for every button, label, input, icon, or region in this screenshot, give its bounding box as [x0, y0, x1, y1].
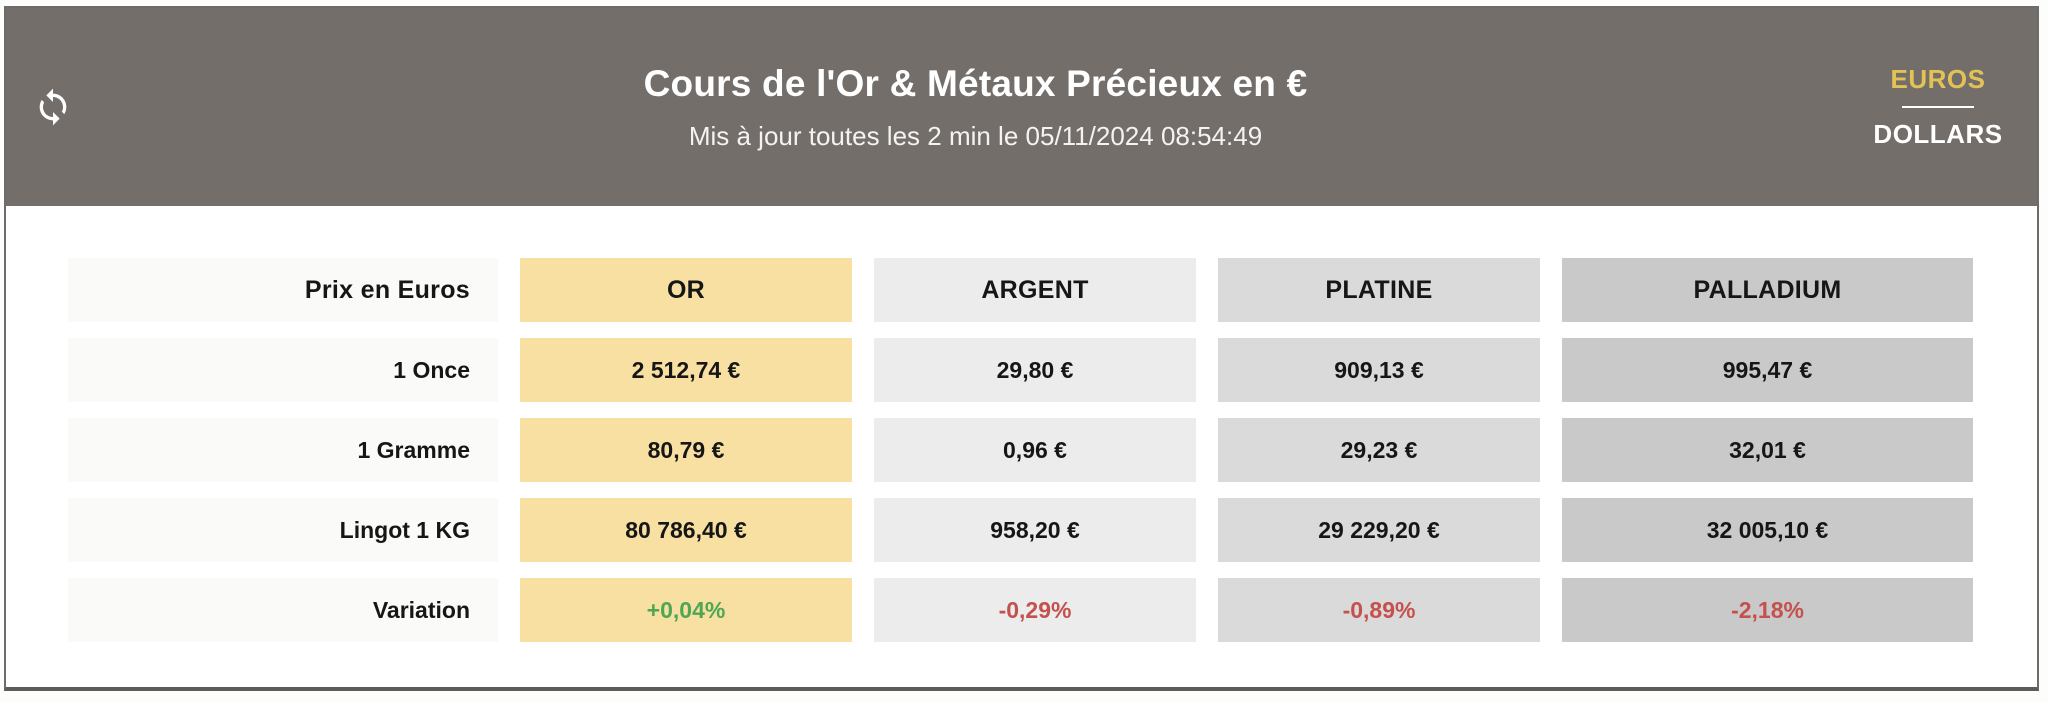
cell-palladium-gramme: 32,01 €	[1562, 418, 1973, 482]
cell-or-once: 2 512,74 €	[520, 338, 852, 402]
cell-argent-once: 29,80 €	[874, 338, 1196, 402]
cell-or-variation: +0,04%	[520, 578, 852, 642]
cell-platine-once: 909,13 €	[1218, 338, 1540, 402]
widget-header: Cours de l'Or & Métaux Précieux en € Mis…	[6, 8, 2037, 206]
cell-argent-variation: -0,29%	[874, 578, 1196, 642]
currency-toggle-divider	[1902, 106, 1974, 108]
row-label-once: 1 Once	[68, 338, 498, 402]
cell-argent-lingot: 958,20 €	[874, 498, 1196, 562]
column-header-platine: PLATINE	[1218, 258, 1540, 322]
header-titles: Cours de l'Or & Métaux Précieux en € Mis…	[76, 63, 1875, 152]
cell-palladium-variation: -2,18%	[1562, 578, 1973, 642]
table-corner-header: Prix en Euros	[68, 258, 498, 322]
precious-metals-widget: Cours de l'Or & Métaux Précieux en € Mis…	[4, 6, 2039, 691]
cell-platine-gramme: 29,23 €	[1218, 418, 1540, 482]
currency-option-dollars[interactable]: DOLLARS	[1873, 119, 2003, 149]
refresh-icon	[39, 88, 67, 126]
cell-or-gramme: 80,79 €	[520, 418, 852, 482]
row-label-variation: Variation	[68, 578, 498, 642]
page-title: Cours de l'Or & Métaux Précieux en €	[643, 62, 1308, 104]
prices-table: Prix en Euros OR ARGENT PLATINE PALLADIU…	[6, 206, 2037, 687]
column-header-palladium: PALLADIUM	[1562, 258, 1973, 322]
cell-platine-variation: -0,89%	[1218, 578, 1540, 642]
last-updated-text: Mis à jour toutes les 2 min le 05/11/202…	[688, 120, 1263, 151]
cell-or-lingot: 80 786,40 €	[520, 498, 852, 562]
currency-option-euros[interactable]: EUROS	[1890, 64, 1986, 95]
column-header-or: OR	[520, 258, 852, 322]
cell-palladium-lingot: 32 005,10 €	[1562, 498, 1973, 562]
refresh-button[interactable]	[30, 84, 76, 130]
row-label-lingot: Lingot 1 KG	[68, 498, 498, 562]
cell-argent-gramme: 0,96 €	[874, 418, 1196, 482]
row-label-gramme: 1 Gramme	[68, 418, 498, 482]
currency-toggle: EUROS DOLLARS	[1873, 64, 2003, 149]
cell-platine-lingot: 29 229,20 €	[1218, 498, 1540, 562]
column-header-argent: ARGENT	[874, 258, 1196, 322]
cell-palladium-once: 995,47 €	[1562, 338, 1973, 402]
